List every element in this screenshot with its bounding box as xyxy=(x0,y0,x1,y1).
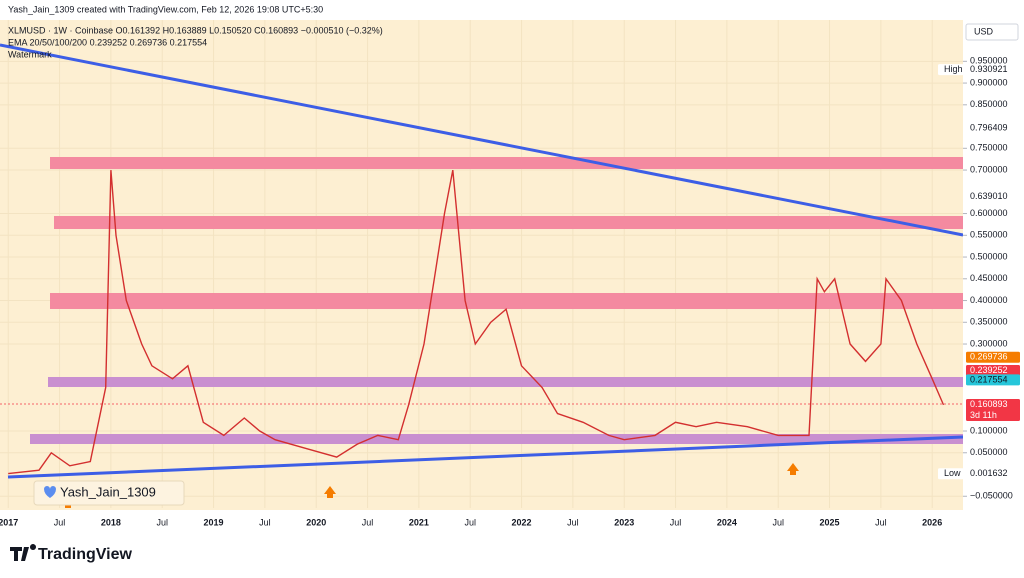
price-label: 0.639010 xyxy=(970,191,1008,201)
price-label-box xyxy=(966,468,1020,480)
price-line xyxy=(8,169,945,475)
resistance-zone xyxy=(50,157,963,169)
y-tick-label: −0.050000 xyxy=(970,491,1013,501)
x-tick-label: Jul xyxy=(259,517,271,527)
currency: USD xyxy=(974,26,994,36)
x-tick-label: Jul xyxy=(670,517,682,527)
arrow-up xyxy=(787,463,799,475)
heart-icon xyxy=(44,486,56,498)
price-tag: High xyxy=(944,64,963,74)
x-tick-label: Jul xyxy=(772,517,784,527)
y-tick-label: 0.450000 xyxy=(970,273,1008,283)
grid xyxy=(0,20,963,508)
arrow-up xyxy=(324,486,336,498)
price-label: 0.217554 xyxy=(970,374,1008,384)
brand-logo xyxy=(10,544,36,561)
legend-line: XLMUSD · 1W · Coinbase O0.161392 H0.1638… xyxy=(8,25,383,35)
price-label: 0.160893 xyxy=(970,399,1008,409)
axis-layer: 0.950000 0.900000 0.850000 0.750000 0.700000… xyxy=(938,56,1020,501)
support-zone xyxy=(30,434,963,444)
x-tick-label: Jul xyxy=(362,517,374,527)
watermark: Watermark xyxy=(8,49,52,59)
x-tick-label: Jul xyxy=(875,517,887,527)
x-tick-label: Jul xyxy=(464,517,476,527)
price-label: 0.001632 xyxy=(970,468,1008,478)
y-tick-label: 0.050000 xyxy=(970,447,1008,457)
x-tick-label: 2024 xyxy=(717,517,737,527)
x-tick-label: 2018 xyxy=(101,517,121,527)
y-tick-label: 0.950000 xyxy=(970,56,1008,66)
series-layer xyxy=(8,169,945,475)
x-tick-label: 2020 xyxy=(306,517,326,527)
resistance-zone xyxy=(54,216,963,229)
x-tick-label: Jul xyxy=(156,517,168,527)
price-label-box xyxy=(966,351,1020,363)
y-tick-label: 0.500000 xyxy=(970,251,1008,261)
x-tick-label: Jul xyxy=(54,517,66,527)
x-tick-label: Jul xyxy=(567,517,579,527)
x-tick-label: 2023 xyxy=(614,517,634,527)
support-zone xyxy=(48,377,963,387)
price-label: 0.930921 xyxy=(970,64,1008,74)
price-label-box xyxy=(966,122,1020,134)
price-label-box xyxy=(966,64,1020,76)
plot-area xyxy=(0,20,963,510)
y-tick-label: 0.550000 xyxy=(970,230,1008,240)
y-tick-label: 0.700000 xyxy=(970,164,1008,174)
currency-box xyxy=(965,23,1019,41)
author-name: Yash_Jain_1309 xyxy=(60,484,156,499)
y-tick-label: 0.850000 xyxy=(970,99,1008,109)
price-label: 0.269736 xyxy=(970,352,1008,362)
y-tick-label: 0.400000 xyxy=(970,295,1008,305)
price-tag: Low xyxy=(944,468,961,478)
price-label-box xyxy=(966,364,1020,376)
y-tick-label: 0.300000 xyxy=(970,338,1008,348)
price-label: 0.239252 xyxy=(970,365,1008,375)
trend-line xyxy=(7,435,964,479)
price-label-box xyxy=(966,191,1020,203)
x-axis: 2017 Jul 2018 Jul 2019 Jul 2020 Jul 2021 Jul 2022 J… xyxy=(0,517,942,527)
resistance-zone xyxy=(50,293,963,309)
price-label-box xyxy=(966,374,1020,386)
price-label: 0.796409 xyxy=(970,122,1008,132)
x-tick-label: 2019 xyxy=(204,517,224,527)
y-tick-label: 0.600000 xyxy=(970,208,1008,218)
price-label-box xyxy=(966,399,1020,422)
price-tag-box xyxy=(938,468,964,480)
price-axis xyxy=(963,20,1024,510)
price-label-countdown: 3d 11h xyxy=(970,410,997,420)
x-tick-label: 2025 xyxy=(820,517,840,527)
y-tick-label: 0.750000 xyxy=(970,143,1008,153)
x-tick-label: 2021 xyxy=(409,517,429,527)
x-tick-label: 2017 xyxy=(0,517,18,527)
price-tag-box xyxy=(938,64,964,76)
indicator-line: EMA 20/50/100/200 0.239252 0.269736 0.21… xyxy=(8,37,207,47)
time-axis xyxy=(0,510,1024,536)
trend-line xyxy=(0,43,964,237)
author-badge xyxy=(33,480,185,506)
y-tick-label: 0.100000 xyxy=(970,425,1008,435)
x-tick-label: 2026 xyxy=(922,517,942,527)
header: Yash_Jain_1309 created with TradingView.… xyxy=(8,4,323,14)
y-tick-label: 0.350000 xyxy=(970,317,1008,327)
brand: TradingView xyxy=(38,546,133,563)
y-tick-label: 0.900000 xyxy=(970,77,1008,87)
x-tick-label: 2022 xyxy=(512,517,532,527)
